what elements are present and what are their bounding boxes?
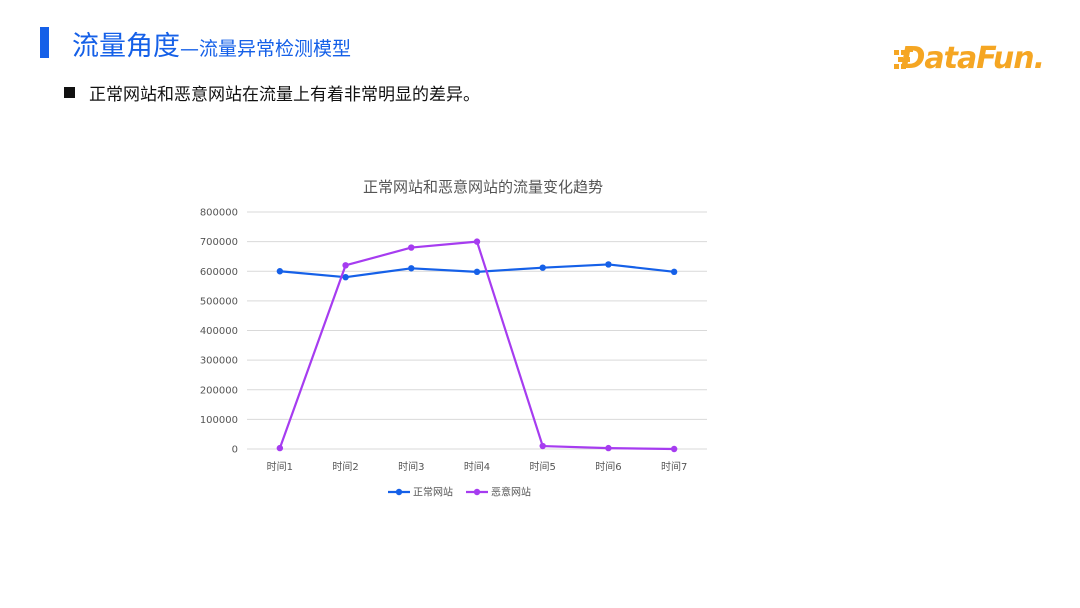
page-title-sub: —流量异常检测模型 <box>180 38 352 60</box>
chart-title: 正常网站和恶意网站的流量变化趋势 <box>362 178 603 196</box>
y-tick-label: 400000 <box>200 326 238 337</box>
data-point <box>473 268 481 276</box>
data-point <box>605 444 612 452</box>
legend-label: 正常网站 <box>413 486 453 499</box>
bullet-point: 正常网站和恶意网站在流量上有着非常明显的差异。 <box>64 80 480 105</box>
x-tick-label: 时间3 <box>398 460 424 473</box>
data-point <box>473 238 481 245</box>
legend-label: 恶意网站 <box>491 486 531 499</box>
y-tick-label: 100000 <box>200 415 238 426</box>
data-point <box>539 264 546 271</box>
logo-dots-icon <box>894 47 913 69</box>
data-point <box>670 445 678 453</box>
logo-text: DataFun. <box>900 40 1045 76</box>
title-accent-bar <box>40 27 49 58</box>
data-point <box>276 268 284 275</box>
x-tick-label: 时间5 <box>530 460 556 473</box>
data-point <box>342 273 349 281</box>
legend-marker <box>473 488 481 496</box>
page-title-main: 流量角度 <box>72 31 180 62</box>
y-tick-label: 200000 <box>200 385 238 396</box>
x-tick-label: 时间2 <box>332 460 358 473</box>
data-point <box>539 442 546 450</box>
y-tick-label: 700000 <box>200 237 238 248</box>
data-point <box>276 444 284 452</box>
y-tick-label: 500000 <box>200 296 238 307</box>
x-tick-label: 时间7 <box>661 460 687 473</box>
datafun-logo: DataFun. <box>894 38 1045 78</box>
page-title: 流量角度 —流量异常检测模型 <box>72 24 352 62</box>
y-tick-label: 600000 <box>200 267 238 278</box>
bullet-square-icon <box>64 87 75 98</box>
y-tick-label: 0 <box>232 445 238 456</box>
data-point <box>670 268 678 276</box>
x-tick-label: 时间1 <box>267 460 293 473</box>
y-tick-label: 300000 <box>200 356 238 367</box>
x-tick-label: 时间4 <box>464 460 490 473</box>
x-tick-label: 时间6 <box>595 460 621 473</box>
data-point <box>605 261 612 268</box>
data-point <box>342 262 349 269</box>
legend-marker <box>395 488 403 496</box>
y-tick-label: 800000 <box>200 208 238 219</box>
data-point <box>408 244 415 251</box>
data-point <box>408 265 415 272</box>
bullet-text: 正常网站和恶意网站在流量上有着非常明显的差异。 <box>89 85 480 105</box>
